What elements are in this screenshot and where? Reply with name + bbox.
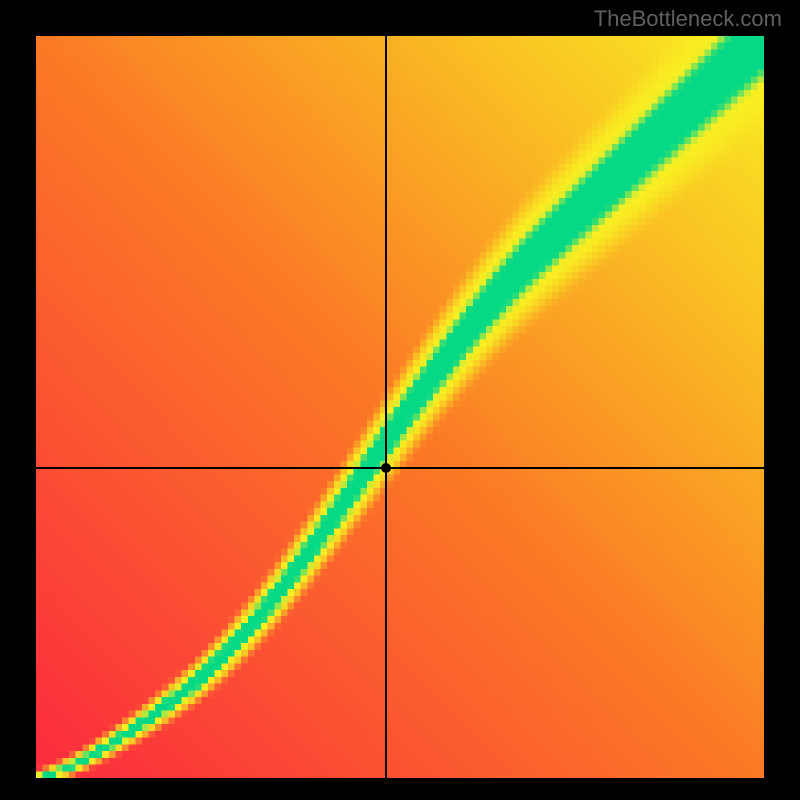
heatmap-plot-area	[36, 36, 764, 778]
heatmap-canvas	[36, 36, 764, 778]
chart-container: TheBottleneck.com	[0, 0, 800, 800]
crosshair-horizontal	[36, 467, 764, 469]
watermark-text: TheBottleneck.com	[594, 6, 782, 32]
crosshair-vertical	[385, 36, 387, 778]
crosshair-marker-dot	[381, 463, 391, 473]
